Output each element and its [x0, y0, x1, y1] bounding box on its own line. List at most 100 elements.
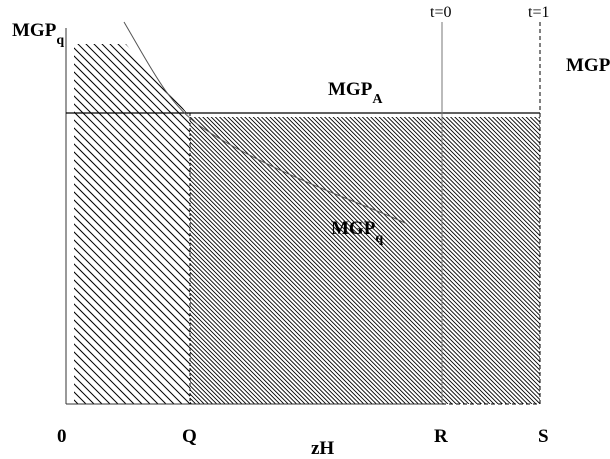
hatch-line [190, 334, 260, 404]
hatch-line [190, 250, 344, 404]
hatch-line [378, 117, 540, 279]
hatch-line [0, 40, 68, 410]
hatch-line [74, 44, 190, 404]
origin-label: 0 [57, 426, 67, 447]
hatch-line [190, 288, 306, 404]
hatch-line [466, 117, 540, 191]
hatch-line [190, 117, 478, 404]
hatch-line [517, 117, 540, 140]
hatch-line [487, 117, 540, 170]
hatch-line [74, 44, 190, 404]
x-axis-label: zH [311, 438, 334, 459]
hatch-line [74, 44, 190, 404]
hatch-line [190, 401, 193, 404]
hatch-line [190, 300, 294, 404]
hatch-line [357, 117, 540, 300]
hatch-line [412, 117, 540, 245]
hatch-line [190, 191, 403, 404]
hatch-line [190, 292, 302, 404]
mgp-q-curve-label: MGPq [331, 218, 383, 246]
hatch-line [74, 44, 190, 404]
hatch-line [190, 254, 340, 404]
hatch-line [483, 117, 540, 174]
hatch-line [190, 355, 239, 404]
hatch-line [190, 132, 462, 404]
hatch-line [190, 342, 252, 404]
hatch-line [190, 313, 281, 404]
hatch-line [190, 124, 470, 404]
hatch-line [328, 117, 540, 329]
hatch-line [269, 117, 540, 388]
hatch-line [407, 117, 540, 250]
hatch-line [190, 359, 235, 404]
hatch-line [190, 200, 394, 404]
hatch-line [190, 263, 331, 404]
hatch-line [74, 44, 190, 404]
hatch-line [190, 162, 432, 404]
hatch-line [190, 158, 436, 404]
hatch-line [260, 117, 540, 397]
hatch-line [525, 117, 540, 132]
hatch-line [540, 110, 610, 410]
hatch-line [74, 44, 189, 404]
hatch-line [286, 117, 540, 371]
hatch-line [202, 117, 491, 404]
hatch-line [190, 271, 323, 404]
hatch-line [74, 44, 157, 404]
hatch-line [74, 44, 190, 404]
hatch-line [190, 145, 449, 404]
hatch-line [190, 195, 399, 404]
hatch-line [74, 44, 190, 404]
hatch-line [190, 120, 474, 404]
hatch-line [235, 117, 525, 404]
hatch-line [441, 117, 540, 216]
hatch-line [391, 117, 540, 266]
hatch-line [445, 117, 540, 212]
hatch-line [353, 117, 540, 304]
hatch-line [190, 246, 348, 404]
hatch-line [190, 347, 247, 404]
hatch-line [113, 44, 190, 404]
hatch-line [544, 110, 610, 410]
hatch-line [74, 44, 190, 404]
hatch-line [193, 117, 483, 404]
hatch-line [89, 44, 190, 404]
hatch-line [536, 110, 610, 410]
hatch-line [386, 117, 540, 271]
hatch-line [223, 117, 512, 404]
hatch-line [433, 117, 540, 224]
hatch-line [521, 117, 540, 136]
hatch-line [252, 117, 540, 404]
hatch-line [395, 117, 540, 262]
hatch-line [244, 117, 533, 404]
hatch-line [190, 267, 327, 404]
hatch-line [340, 117, 540, 317]
t0-label: t=0 [430, 4, 451, 21]
s-label: S [538, 426, 549, 447]
hatch-line [74, 44, 190, 404]
hatch-line [190, 237, 357, 404]
hatch-line [74, 44, 190, 404]
hatch-line [190, 179, 415, 404]
r-label: R [434, 426, 448, 447]
hatch-line [74, 44, 190, 404]
hatch-line [190, 137, 457, 404]
hatch-line [190, 330, 264, 404]
hatch-line [496, 117, 540, 161]
y-axis-label: MGPq [12, 20, 64, 48]
hatch-line [302, 117, 540, 355]
hatch-line [190, 317, 277, 404]
hatch-line [365, 117, 540, 292]
hatch-line [349, 117, 540, 308]
hatch-line [265, 117, 540, 392]
hatch-line [500, 117, 540, 157]
hatch-line [428, 117, 540, 229]
hatch-line [190, 242, 352, 404]
hatch-line [74, 44, 190, 404]
hatch-line [190, 321, 273, 404]
hatch-line [458, 117, 540, 199]
hatch-line [74, 44, 190, 404]
hatch-line [323, 117, 540, 334]
hatch-line [74, 44, 190, 404]
hatch-line [74, 44, 190, 404]
